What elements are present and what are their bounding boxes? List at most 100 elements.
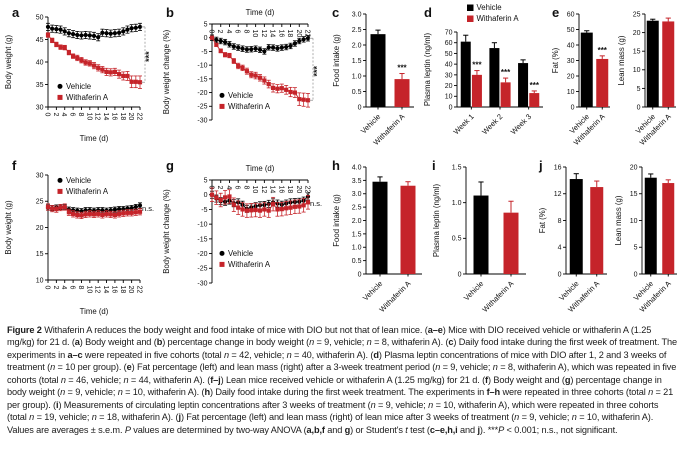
svg-text:Plasma leptin (ng/ml): Plasma leptin (ng/ml) <box>423 32 432 106</box>
svg-text:Withaferin A: Withaferin A <box>66 187 109 196</box>
panel-d: 0 10 20 30 40 50 60 70 Plasma leptin (ng/ml) d ***… <box>421 2 549 153</box>
svg-text:50: 50 <box>445 51 453 58</box>
svg-text:20: 20 <box>127 113 134 121</box>
svg-text:Withaferin A: Withaferin A <box>228 102 271 111</box>
svg-text:0: 0 <box>634 271 638 278</box>
svg-text:8: 8 <box>242 30 249 34</box>
svg-text:10: 10 <box>85 286 92 294</box>
svg-text:18: 18 <box>119 286 126 294</box>
svg-text:Time (d): Time (d) <box>80 134 109 143</box>
svg-text:30: 30 <box>36 172 44 179</box>
svg-text:40: 40 <box>445 62 453 69</box>
svg-text:***: *** <box>312 66 322 77</box>
svg-text:25: 25 <box>36 199 44 206</box>
svg-text:22: 22 <box>136 113 143 121</box>
svg-text:40: 40 <box>36 59 44 66</box>
svg-text:3.0: 3.0 <box>352 191 362 198</box>
svg-text:-10: -10 <box>197 222 207 229</box>
svg-text:14: 14 <box>269 30 276 38</box>
panel-i: 0 0.5 1.0 1.5 Plasma leptin (ng/ml) i Vehicle W… <box>430 155 534 321</box>
svg-text:Time (d): Time (d) <box>80 307 109 316</box>
svg-text:20: 20 <box>295 30 302 38</box>
svg-text:Body weight (g): Body weight (g) <box>4 200 13 255</box>
panel-c: 0 0.5 1.0 1.5 2.0 2.5 3.0 Food intake (g) c Vehic… <box>330 2 422 153</box>
svg-text:18: 18 <box>119 113 126 121</box>
svg-text:12: 12 <box>260 186 267 194</box>
svg-text:Lean mass (g): Lean mass (g) <box>617 35 626 85</box>
svg-text:Body weight change (%): Body weight change (%) <box>162 29 171 114</box>
svg-text:n.s.: n.s. <box>310 199 322 208</box>
svg-text:4: 4 <box>225 186 232 190</box>
svg-text:Withaferin A: Withaferin A <box>66 93 109 102</box>
svg-text:-10: -10 <box>197 63 207 70</box>
svg-text:Week 1: Week 1 <box>451 112 475 136</box>
svg-text:0: 0 <box>571 104 575 111</box>
svg-text:-30: -30 <box>197 117 207 124</box>
svg-text:Fat (%): Fat (%) <box>551 47 560 73</box>
svg-text:6: 6 <box>234 186 241 190</box>
svg-text:8: 8 <box>558 218 562 225</box>
svg-text:30: 30 <box>445 72 453 79</box>
svg-text:16: 16 <box>110 113 117 121</box>
svg-text:8: 8 <box>242 186 249 190</box>
svg-text:Food intake (g): Food intake (g) <box>332 194 341 247</box>
panel-a-chart: 30 35 40 45 50 Body weight (g) a 0 2 4 6 8 10 12 14 16 1… <box>4 5 154 143</box>
svg-text:20: 20 <box>567 73 575 80</box>
svg-text:***: *** <box>598 46 608 55</box>
svg-text:15: 15 <box>36 251 44 258</box>
panel-j1: 0 4 8 12 16 Fat (%) j Vehicle Withaferin A <box>536 155 612 321</box>
svg-text:10: 10 <box>630 218 638 225</box>
svg-text:25: 25 <box>633 11 641 18</box>
svg-text:8: 8 <box>77 113 84 117</box>
svg-text:0: 0 <box>204 192 208 199</box>
svg-text:12: 12 <box>94 286 101 294</box>
svg-text:f: f <box>12 158 17 173</box>
svg-text:0: 0 <box>208 186 215 190</box>
svg-text:1.5: 1.5 <box>352 231 362 238</box>
svg-text:Body weight (g): Body weight (g) <box>4 35 13 90</box>
svg-text:j: j <box>538 158 543 173</box>
svg-text:5: 5 <box>204 21 208 28</box>
svg-text:6: 6 <box>69 113 76 117</box>
svg-text:6: 6 <box>69 286 76 290</box>
panel-g: 5 0 -5 -10 -15 -20 -25 -30 Body weight change (%… <box>160 155 330 321</box>
svg-text:1.5: 1.5 <box>452 164 462 171</box>
panel-i-chart: 0 0.5 1.0 1.5 Plasma leptin (ng/ml) i VehicleW… <box>432 158 526 314</box>
svg-text:0: 0 <box>558 271 562 278</box>
svg-text:10: 10 <box>36 277 44 284</box>
svg-text:-20: -20 <box>197 90 207 97</box>
panel-d-chart: 0 10 20 30 40 50 60 70 Plasma leptin (ng/ml) d ***… <box>423 3 543 136</box>
svg-text:2.5: 2.5 <box>352 27 362 34</box>
svg-text:20: 20 <box>36 225 44 232</box>
svg-text:1.0: 1.0 <box>352 245 362 252</box>
panel-j2: 0 5 10 15 20 Lean mass (g) Vehicle Withaferin A <box>612 155 682 321</box>
svg-text:1.5: 1.5 <box>352 58 362 65</box>
svg-text:a: a <box>12 5 20 20</box>
svg-text:***: *** <box>472 61 482 70</box>
svg-text:16: 16 <box>277 30 284 38</box>
svg-text:Fat (%): Fat (%) <box>538 207 547 233</box>
panel-f: 10 15 20 25 30 Body weight (g) f 0 2 4 6 8 10 12 14 16 1… <box>2 155 160 321</box>
svg-text:0: 0 <box>458 271 462 278</box>
svg-text:16: 16 <box>110 286 117 294</box>
svg-text:Time (d): Time (d) <box>246 164 275 173</box>
svg-text:20: 20 <box>295 186 302 194</box>
svg-text:4: 4 <box>225 30 232 34</box>
svg-text:Withaferin A: Withaferin A <box>228 260 271 269</box>
svg-text:30: 30 <box>36 104 44 111</box>
panel-e2: 0 5 10 15 20 25 Lean mass (g) Vehicle Withaferin… <box>615 2 681 153</box>
svg-text:Food intake (g): Food intake (g) <box>332 34 341 87</box>
svg-text:0.5: 0.5 <box>352 89 362 96</box>
svg-text:0: 0 <box>44 286 51 290</box>
svg-text:-25: -25 <box>197 104 207 111</box>
svg-text:10: 10 <box>567 89 575 96</box>
svg-text:d: d <box>424 5 432 20</box>
svg-text:0: 0 <box>358 271 362 278</box>
panel-e1: 0 10 20 30 40 50 60 Fat (%) e Vehicle *** Withaferi… <box>549 2 615 153</box>
svg-text:60: 60 <box>567 11 575 18</box>
svg-text:2: 2 <box>52 286 59 290</box>
